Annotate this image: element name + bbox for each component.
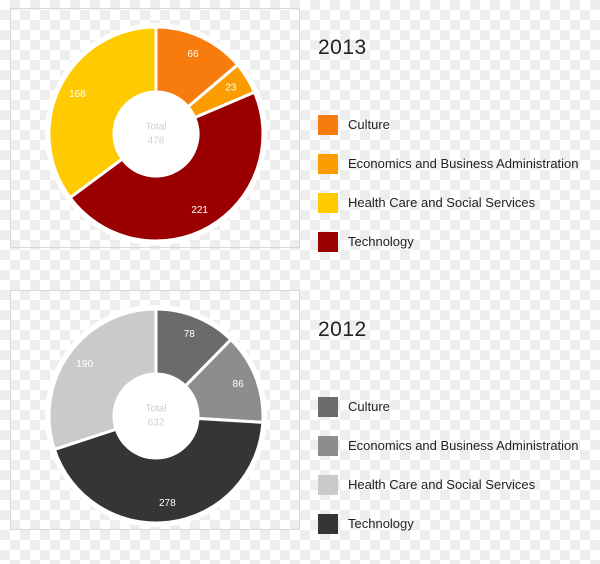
legend-swatch	[318, 115, 338, 135]
slice-value-label: 86	[233, 379, 245, 390]
legend-swatch	[318, 475, 338, 495]
slice-value-label: 23	[225, 82, 237, 93]
slice-value-label: 66	[187, 49, 199, 60]
legend-label: Economics and Business Administration	[348, 156, 579, 171]
donut-svg-2013: 66 23 221 168 Total 478	[45, 23, 267, 245]
legend-label: Technology	[348, 516, 414, 531]
legend-swatch	[318, 154, 338, 174]
chart-frame	[10, 290, 300, 530]
slice-value-label: 168	[69, 89, 86, 100]
legend-swatch	[318, 514, 338, 534]
donut-slice-health-care-and-social-services	[47, 25, 158, 200]
legend-swatch	[318, 397, 338, 417]
total-value: 478	[148, 136, 165, 147]
legend-swatch	[318, 193, 338, 213]
legend-label: Health Care and Social Services	[348, 195, 536, 210]
chart-title-2012: 2012	[318, 318, 367, 341]
legend-label: Economics and Business Administration	[348, 438, 579, 453]
legend-label: Culture	[348, 117, 390, 132]
legend-swatch	[318, 436, 338, 456]
donut-slice-technology	[67, 90, 265, 243]
donut-hole	[115, 375, 197, 457]
total-label: Total	[145, 122, 166, 133]
slice-value-label: 78	[184, 329, 196, 340]
chart-title-2013: 2013	[318, 36, 367, 59]
donut-hole	[115, 93, 197, 175]
slice-value-label: 190	[76, 359, 93, 370]
total-label: Total	[145, 404, 166, 415]
legend-label: Culture	[348, 399, 390, 414]
legend-label: Technology	[348, 234, 414, 249]
slice-value-label: 221	[191, 205, 208, 216]
chart-frame	[10, 8, 300, 248]
donut-chart-2012: 78 86 278 190 Total 632 2012 Culture Economic…	[0, 282, 600, 564]
slice-value-label: 278	[159, 498, 176, 509]
donut-svg-2012: 78 86 278 190 Total 632	[45, 305, 267, 527]
donut-chart-2013: 66 23 221 168 Total 478 2013 Culture Economic…	[10, 8, 579, 252]
legend-swatch	[318, 232, 338, 252]
donut-slice-health-care-and-social-services	[47, 307, 158, 452]
donut-slice-technology	[52, 416, 265, 525]
legend-label: Health Care and Social Services	[348, 477, 536, 492]
total-value: 632	[148, 418, 165, 429]
